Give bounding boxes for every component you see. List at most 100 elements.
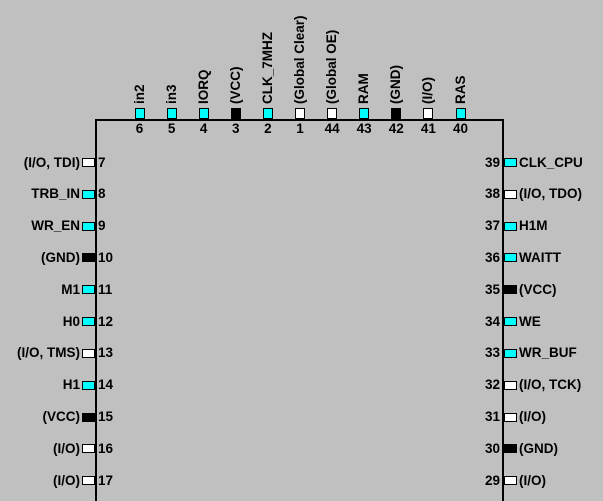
- pin-11[interactable]: [82, 285, 95, 294]
- pin-30-label: (GND): [519, 441, 558, 456]
- pin-43[interactable]: [359, 108, 370, 119]
- pin-6[interactable]: [134, 108, 145, 119]
- pin-33[interactable]: [504, 349, 517, 358]
- pin-9-number: 9: [98, 218, 106, 233]
- pin-34[interactable]: [504, 317, 517, 326]
- pin-32[interactable]: [504, 381, 517, 390]
- pin-11-number: 11: [98, 282, 113, 297]
- pin-7-label: (I/O, TDI): [23, 155, 80, 170]
- pin-31-number: 31: [484, 409, 500, 424]
- pin-10[interactable]: [82, 253, 95, 262]
- pin-14[interactable]: [82, 381, 95, 390]
- pin-17-label: (I/O): [53, 473, 80, 488]
- pin-15-label: (VCC): [42, 409, 81, 424]
- pin-1-number: 1: [296, 121, 304, 136]
- pin-38-number: 38: [484, 186, 500, 201]
- pin-17[interactable]: [82, 476, 95, 485]
- pin-8-label: TRB_IN: [31, 186, 80, 201]
- pin-43-number: 43: [356, 121, 372, 136]
- pin-3[interactable]: [230, 108, 241, 119]
- pin-36-number: 36: [484, 250, 500, 265]
- pin-44[interactable]: [327, 108, 338, 119]
- pin-43-label: RAM: [356, 73, 372, 104]
- pin-41-label: (I/O): [420, 77, 436, 104]
- pin-6-number: 6: [135, 121, 144, 136]
- pin-35-label: (VCC): [519, 282, 557, 297]
- pin-6-label: in2: [131, 84, 147, 104]
- pin-16[interactable]: [82, 444, 95, 453]
- pin-13-number: 13: [98, 345, 114, 360]
- pin-37[interactable]: [504, 222, 517, 231]
- pin-15[interactable]: [82, 413, 95, 422]
- pin-12-number: 12: [98, 314, 114, 329]
- pin-41-number: 41: [420, 121, 436, 136]
- pin-44-label: (Global OE): [324, 29, 340, 104]
- pin-41[interactable]: [423, 108, 434, 119]
- chip-outline: [95, 119, 504, 501]
- pin-5[interactable]: [166, 108, 177, 119]
- pin-7[interactable]: [82, 158, 95, 167]
- pin-2-number: 2: [264, 121, 272, 136]
- pin-31[interactable]: [504, 413, 517, 422]
- pin-1-label: (Global Clear): [292, 15, 307, 104]
- pin-42[interactable]: [391, 108, 402, 119]
- pin-2-label: CLK_7MHZ: [259, 31, 275, 104]
- pin-40-number: 40: [452, 121, 469, 136]
- pin-34-label: WE: [519, 314, 541, 329]
- pin-29[interactable]: [504, 476, 517, 485]
- pin-9[interactable]: [82, 222, 95, 231]
- pin-40[interactable]: [455, 108, 466, 119]
- pin-12[interactable]: [82, 317, 95, 326]
- pin-12-label: H0: [62, 314, 80, 329]
- pin-44-number: 44: [324, 121, 340, 136]
- pin-36[interactable]: [504, 253, 517, 262]
- pin-35[interactable]: [504, 285, 517, 294]
- pin-11-label: M1: [61, 282, 80, 297]
- pin-13-label: (I/O, TMS): [17, 345, 80, 360]
- pin-35-number: 35: [484, 282, 500, 297]
- pin-15-number: 15: [98, 409, 114, 424]
- pin-31-label: (I/O): [519, 409, 546, 424]
- pin-42-number: 42: [388, 121, 404, 136]
- pin-30-number: 30: [484, 441, 500, 456]
- pin-8[interactable]: [82, 190, 95, 199]
- pin-36-label: WAITT: [519, 250, 561, 265]
- pin-3-number: 3: [232, 121, 240, 136]
- pin-29-number: 29: [484, 473, 500, 488]
- pin-38-label: (I/O, TDO): [519, 186, 582, 201]
- pin-2[interactable]: [262, 108, 273, 119]
- pin-4-number: 4: [199, 121, 208, 136]
- pin-42-label: (GND): [388, 65, 404, 104]
- pin-10-number: 10: [98, 250, 114, 265]
- pin-32-number: 32: [484, 377, 500, 392]
- pin-5-number: 5: [167, 121, 176, 136]
- pin-1[interactable]: [295, 108, 305, 119]
- pin-16-label: (I/O): [53, 441, 80, 456]
- pin-37-label: H1M: [519, 218, 548, 233]
- pin-30[interactable]: [504, 444, 517, 453]
- pin-9-label: WR_EN: [31, 218, 80, 233]
- pin-39-number: 39: [484, 155, 500, 170]
- pin-17-number: 17: [98, 473, 114, 488]
- pin-4[interactable]: [198, 108, 209, 119]
- pin-10-label: (GND): [41, 250, 80, 265]
- pin-38[interactable]: [504, 190, 517, 199]
- pin-8-number: 8: [98, 186, 106, 201]
- pin-37-number: 37: [484, 218, 500, 233]
- pin-29-label: (I/O): [519, 473, 546, 488]
- pin-16-number: 16: [98, 441, 114, 456]
- pin-5-label: in3: [163, 84, 179, 104]
- pin-4-label: IORQ: [195, 69, 211, 104]
- pin-13[interactable]: [82, 349, 95, 358]
- pin-33-number: 33: [484, 345, 500, 360]
- pin-39-label: CLK_CPU: [519, 155, 583, 170]
- pin-40-label: RAS: [452, 75, 468, 104]
- pin-34-number: 34: [484, 314, 500, 329]
- pin-32-label: (I/O, TCK): [519, 377, 582, 392]
- pin-39[interactable]: [504, 158, 517, 167]
- pin-33-label: WR_BUF: [519, 345, 577, 360]
- pin-14-number: 14: [98, 377, 114, 392]
- pin-7-number: 7: [98, 155, 106, 170]
- pin-14-label: H1: [62, 377, 80, 392]
